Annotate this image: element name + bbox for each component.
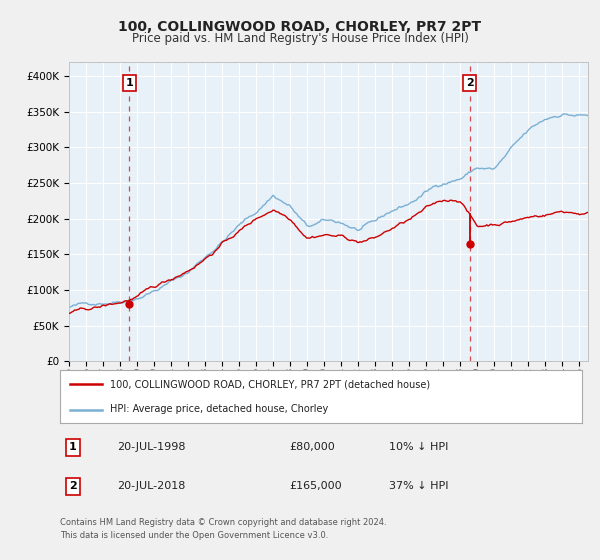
Text: HPI: Average price, detached house, Chorley: HPI: Average price, detached house, Chor… bbox=[110, 404, 328, 414]
Text: Contains HM Land Registry data © Crown copyright and database right 2024.
This d: Contains HM Land Registry data © Crown c… bbox=[60, 518, 386, 539]
Text: 1: 1 bbox=[125, 78, 133, 88]
Text: 10% ↓ HPI: 10% ↓ HPI bbox=[389, 442, 448, 452]
Text: 100, COLLINGWOOD ROAD, CHORLEY, PR7 2PT: 100, COLLINGWOOD ROAD, CHORLEY, PR7 2PT bbox=[118, 20, 482, 34]
Text: 37% ↓ HPI: 37% ↓ HPI bbox=[389, 482, 448, 491]
Text: £80,000: £80,000 bbox=[290, 442, 335, 452]
Text: 2: 2 bbox=[466, 78, 473, 88]
Text: 100, COLLINGWOOD ROAD, CHORLEY, PR7 2PT (detached house): 100, COLLINGWOOD ROAD, CHORLEY, PR7 2PT … bbox=[110, 380, 430, 390]
Text: 2: 2 bbox=[69, 482, 77, 491]
Text: 20-JUL-2018: 20-JUL-2018 bbox=[118, 482, 186, 491]
Text: £165,000: £165,000 bbox=[290, 482, 343, 491]
Text: 20-JUL-1998: 20-JUL-1998 bbox=[118, 442, 186, 452]
Text: 1: 1 bbox=[69, 442, 77, 452]
Text: Price paid vs. HM Land Registry's House Price Index (HPI): Price paid vs. HM Land Registry's House … bbox=[131, 32, 469, 45]
